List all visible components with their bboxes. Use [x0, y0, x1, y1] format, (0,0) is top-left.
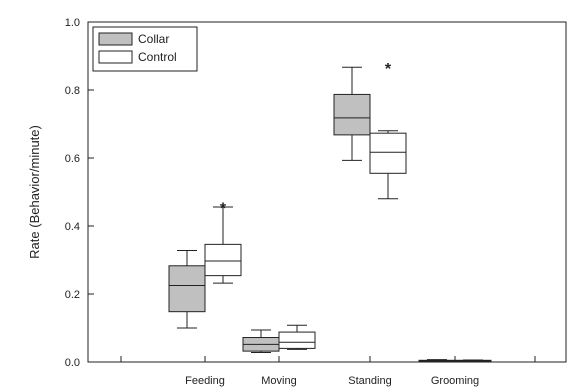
annotations: **: [220, 61, 392, 217]
box-control-standing: [369, 130, 407, 200]
y-tick-label: 0.2: [65, 289, 80, 301]
x-tick-label: Moving: [261, 375, 296, 387]
x-tick-label: Standing: [348, 375, 391, 387]
legend: Collar Control: [92, 26, 198, 72]
box-iqr: [369, 132, 407, 174]
legend-swatch-collar: [98, 32, 133, 46]
y-tick-label: 0.4: [65, 221, 80, 233]
legend-label-collar: Collar: [138, 32, 169, 46]
box-control-feeding: [204, 206, 242, 284]
significance-marker: *: [220, 201, 227, 218]
x-tick-label: Feeding: [185, 375, 225, 387]
y-axis-title: Rate (Behavior/minute): [27, 125, 42, 259]
y-tick-label: 0.8: [65, 85, 80, 97]
x-axis: Feeding Moving Standing Grooming: [120, 356, 536, 387]
box-series: [168, 66, 492, 362]
significance-marker: *: [385, 61, 392, 78]
box-control-grooming: [454, 359, 492, 362]
plot-frame: [87, 21, 567, 363]
y-tick-label: 0.6: [65, 153, 80, 165]
legend-swatch-control: [98, 50, 133, 64]
box-control-moving: [278, 324, 316, 350]
box-iqr: [278, 331, 316, 349]
box-collar-standing: [333, 66, 371, 161]
box-collar-grooming: [418, 359, 456, 362]
box-collar-feeding: [168, 249, 206, 329]
box-collar-moving: [242, 329, 280, 353]
box-iqr: [168, 265, 206, 313]
y-tick-label: 0.0: [65, 357, 80, 369]
y-tick-label: 1.0: [65, 17, 80, 29]
box-iqr: [333, 93, 371, 136]
box-iqr: [204, 243, 242, 277]
legend-label-control: Control: [138, 50, 177, 64]
x-tick-label: Grooming: [431, 375, 479, 387]
y-axis: 0.0 0.2 0.4 0.6 0.8 1.0: [65, 17, 94, 369]
